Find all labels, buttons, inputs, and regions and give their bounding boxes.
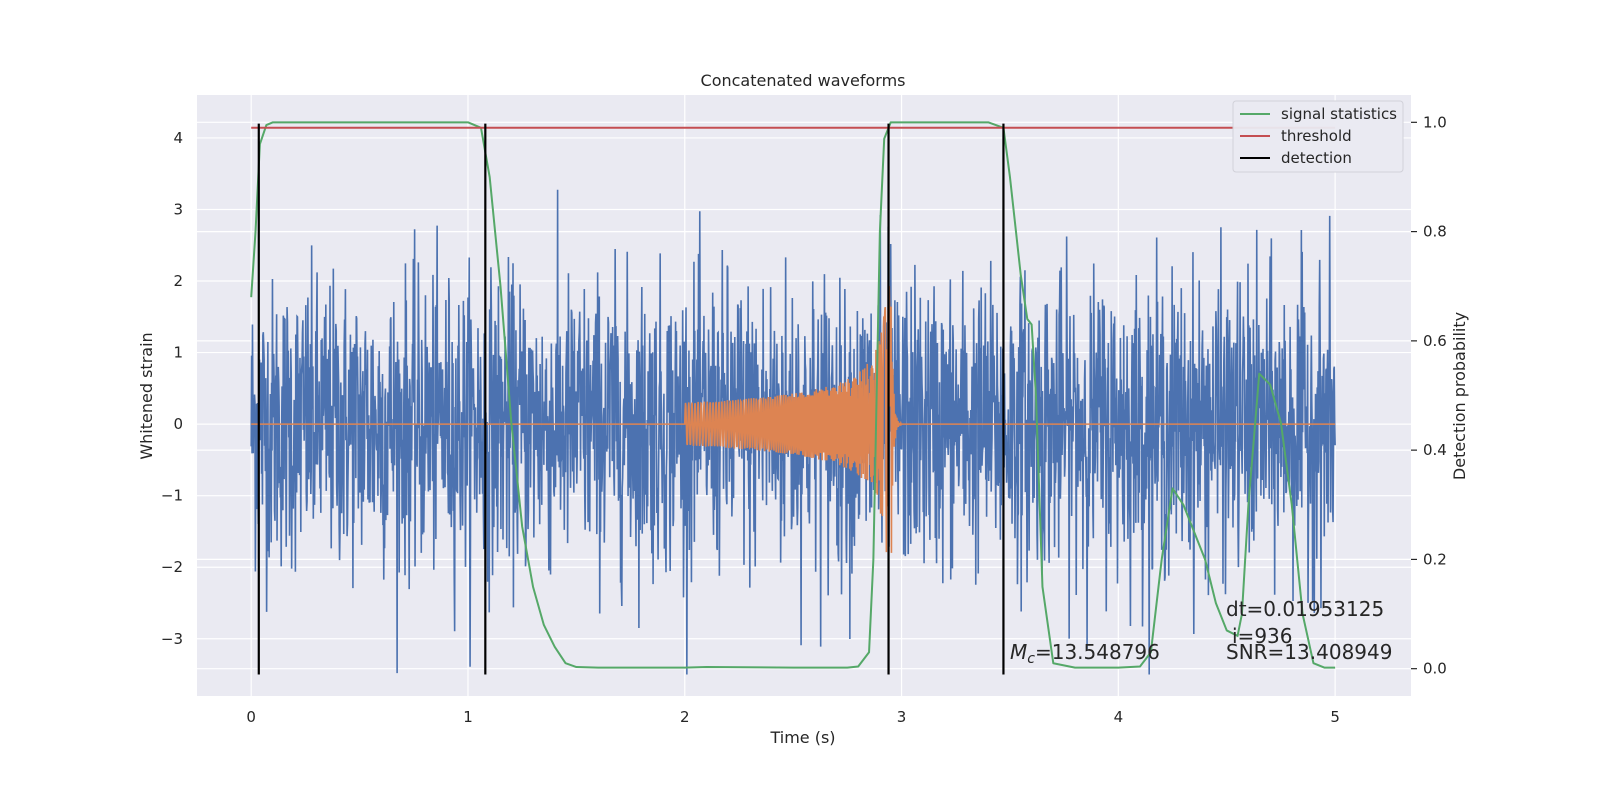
legend-label-detection: detection <box>1281 149 1352 167</box>
x-tick-label: 1 <box>463 708 473 726</box>
y2-axis-label: Detection probability <box>1450 312 1469 480</box>
y-axis-label: Whitened strain <box>137 332 156 459</box>
y2-tick-label: 1.0 <box>1423 113 1447 131</box>
y-tick-label: 0 <box>173 415 183 433</box>
y-tick-label: 1 <box>173 344 183 362</box>
x-tick-label: 5 <box>1330 708 1340 726</box>
x-tick-label: 3 <box>897 708 907 726</box>
y2-tick-label: 0.6 <box>1423 332 1447 350</box>
x-axis-label: Time (s) <box>769 728 835 747</box>
y-axis-left: −3 −2 −1 0 1 2 3 4 <box>161 129 183 648</box>
template-line <box>251 279 1336 553</box>
y-tick-label: −1 <box>161 487 183 505</box>
x-tick-label: 4 <box>1114 708 1124 726</box>
index-annotation: i=936 <box>1232 624 1293 648</box>
legend-box <box>1232 100 1404 173</box>
y-tick-label: −2 <box>161 558 183 576</box>
chirp-mass-annotation: Mc=13.548796 <box>1010 640 1160 667</box>
chirp-mass-value: =13.548796 <box>1035 640 1160 664</box>
y2-tick-label: 0.2 <box>1423 550 1447 568</box>
y-tick-label: 4 <box>173 129 183 147</box>
y-tick-label: 2 <box>173 272 183 290</box>
y-tick-label: 3 <box>173 200 183 218</box>
x-axis: 0 1 2 3 4 5 <box>246 708 1339 726</box>
chirp-mass-symbol: M <box>1010 640 1027 664</box>
legend: signal statistics threshold detection <box>1232 100 1404 173</box>
dt-annotation: dt=0.01953125 <box>1226 597 1384 621</box>
signal-statistics-line <box>250 121 1336 669</box>
template-series <box>251 279 1336 553</box>
chart-title: Concatenated waveforms <box>701 71 906 90</box>
y-axis-right: 0.0 0.2 0.4 0.6 0.8 1.0 <box>1411 113 1447 678</box>
chirp-mass-subscript: c <box>1027 651 1035 667</box>
snr-annotation: SNR=13.408949 <box>1226 640 1392 664</box>
legend-label-threshold: threshold <box>1281 127 1352 145</box>
y2-tick-label: 0.8 <box>1423 223 1447 241</box>
y2-tick-label: 0.0 <box>1423 660 1447 678</box>
legend-label-signal-statistics: signal statistics <box>1281 105 1397 123</box>
x-tick-label: 2 <box>680 708 690 726</box>
x-tick-label: 0 <box>246 708 256 726</box>
y-tick-label: −3 <box>161 630 183 648</box>
y2-tick-label: 0.4 <box>1423 441 1447 459</box>
detection-series <box>257 123 1005 675</box>
